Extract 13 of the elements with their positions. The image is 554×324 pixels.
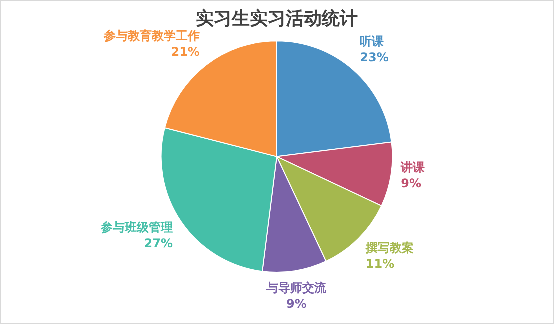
slice-label: 听课 [360,34,384,49]
data-label: 11% [366,257,395,272]
slice-label: 参与教育教学工作 [102,28,200,43]
chart-title: 实习生实习活动统计 [196,8,358,30]
slice-label: 撰写教案 [364,241,414,256]
data-label: 9% [286,296,307,311]
data-label: 23% [360,50,389,65]
slice-label: 与导师交流 [266,280,328,295]
data-label: 9% [401,176,422,191]
slice-label: 参与班级管理 [100,220,174,235]
data-label: 27% [144,236,174,251]
data-label: 21% [171,44,200,59]
slice-label: 讲课 [400,160,426,175]
